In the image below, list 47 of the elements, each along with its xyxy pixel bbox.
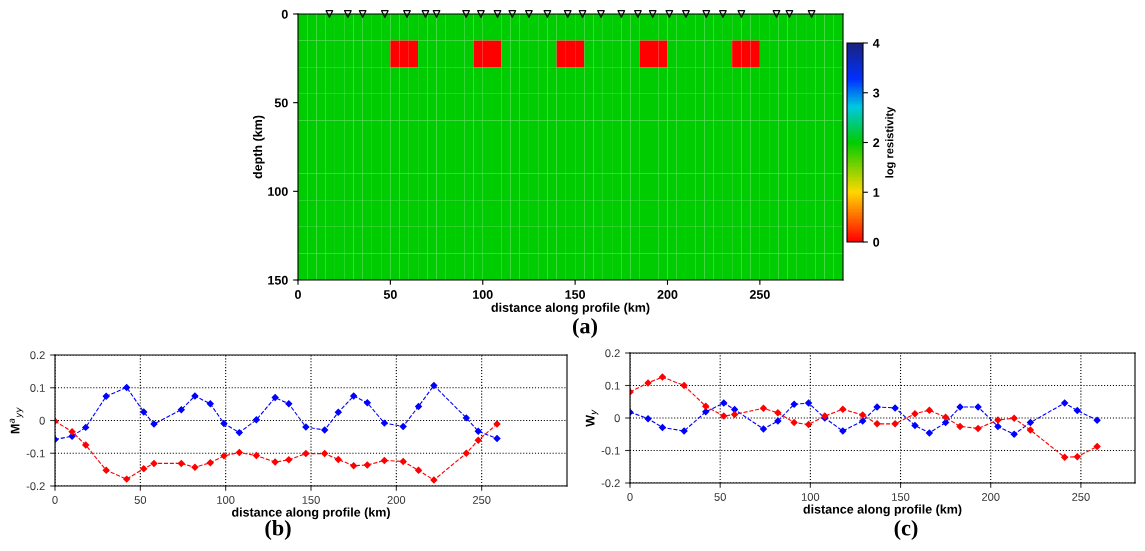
y-tick-label: 0.1 (605, 381, 620, 390)
y-tick-label: 0 (281, 9, 288, 19)
x-tick-label: 100 (801, 493, 820, 501)
x-tick-label: 200 (982, 493, 1000, 501)
x-axis-title: distance along profile (km) (803, 504, 962, 517)
y-tick-label: 0.2 (30, 351, 45, 360)
color-bar-title: log resistivity (885, 106, 896, 178)
x-axis-title: distance along profile (km) (231, 507, 390, 520)
y-tick-label: -0.2 (26, 482, 45, 491)
x-tick-label: 50 (134, 496, 147, 504)
color-bar-label: 3 (873, 88, 880, 98)
y-tick-label: -0.2 (601, 479, 620, 488)
y-tick-label: -0.1 (601, 446, 620, 455)
x-tick-label: 150 (565, 290, 586, 299)
x-tick-label: 0 (627, 493, 633, 501)
y-tick-label: 100 (268, 187, 288, 196)
y-tick-label: 0 (39, 416, 45, 425)
y-tick-label: 150 (268, 275, 288, 285)
text: (a) (573, 317, 597, 339)
color-bar-label: 4 (872, 38, 880, 48)
y-axis-title: W$_{y}$ (585, 409, 599, 427)
text: (b) (265, 519, 291, 541)
y-tick-label: 0.2 (605, 349, 620, 358)
x-tick-label: 0 (52, 496, 58, 504)
x-tick-label: 200 (387, 496, 406, 504)
color-bar-label: 2 (873, 138, 880, 148)
y-tick-label: 0 (614, 414, 620, 423)
x-tick-label: 0 (295, 290, 301, 299)
y-tick-label: 50 (274, 98, 288, 108)
x-tick-label: 200 (657, 290, 678, 299)
color-bar-label: 0 (873, 237, 880, 247)
x-tick-label: 100 (473, 290, 493, 299)
y-axis-title: depth (km) (252, 115, 265, 179)
x-tick-label: 150 (302, 496, 320, 504)
x-tick-label: 150 (892, 493, 910, 501)
x-tick-label: 250 (749, 290, 770, 299)
y-tick-label: 0.1 (30, 384, 45, 392)
x-axis-title: distance along profile (km) (491, 302, 650, 315)
text: (c) (894, 519, 918, 541)
x-tick-label: 250 (1072, 493, 1090, 501)
x-tick-label: 100 (217, 496, 235, 504)
y-tick-label: -0.1 (26, 449, 45, 458)
color-bar-label: 1 (873, 188, 880, 197)
y-axis-title: M$^{a}$$_{yy}$ (9, 407, 24, 434)
x-tick-label: 50 (714, 493, 726, 501)
x-tick-label: 50 (383, 290, 397, 299)
x-tick-label: 250 (472, 496, 491, 504)
